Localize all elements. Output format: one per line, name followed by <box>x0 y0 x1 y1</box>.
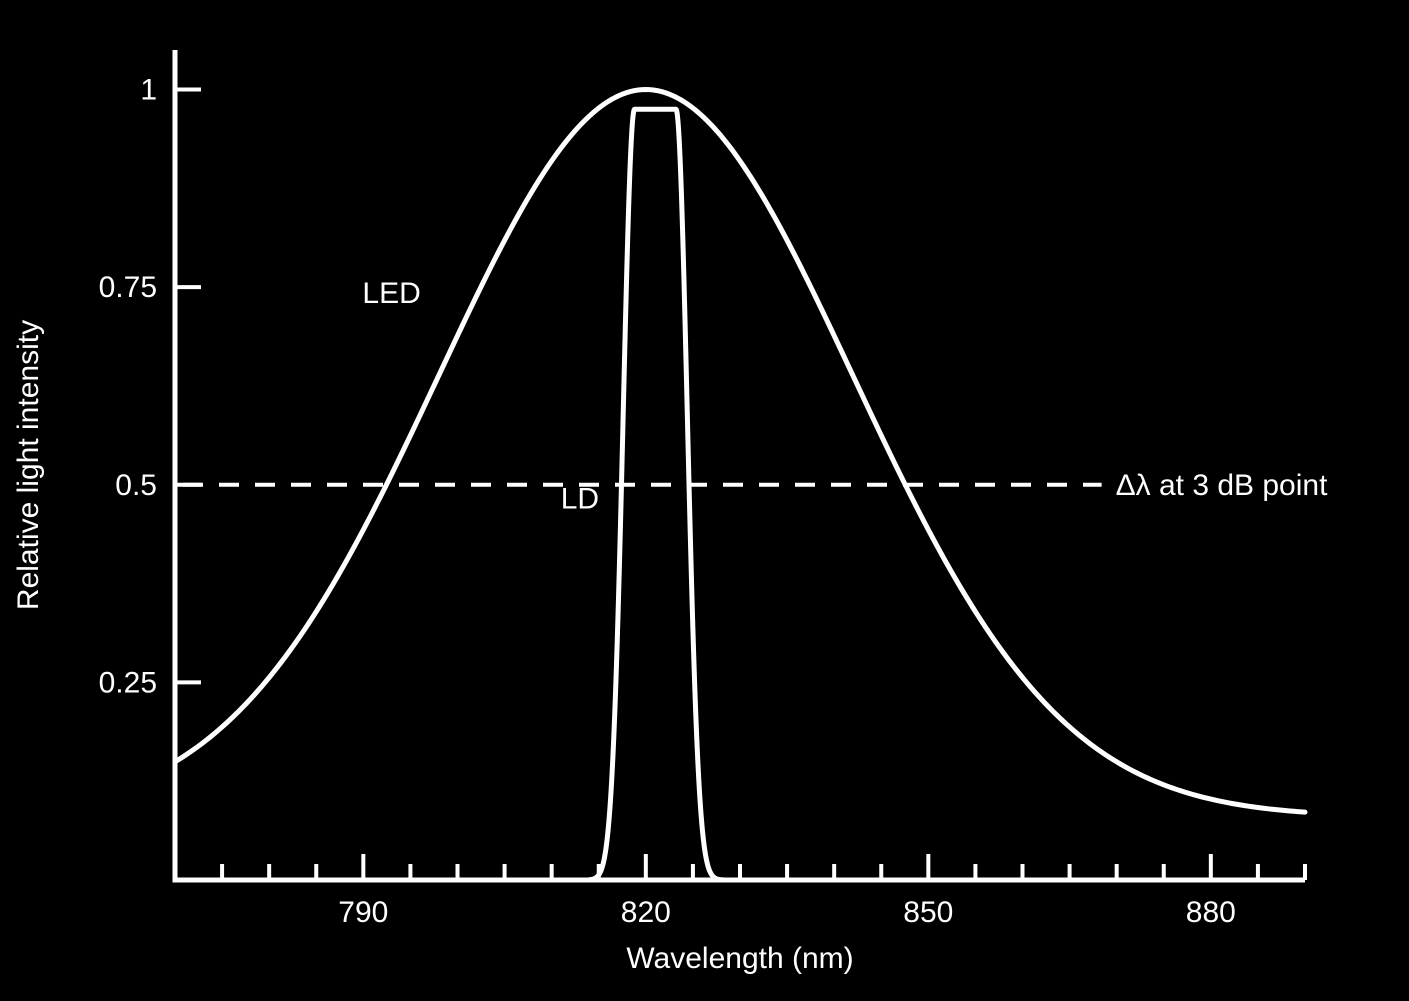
y-tick-label: 0.5 <box>115 469 157 502</box>
reference-line-label: Δλ at 3 dB point <box>1116 469 1328 502</box>
x-tick-label: 790 <box>338 896 388 929</box>
series-label-led: LED <box>362 277 420 310</box>
y-tick-label: 1 <box>140 74 157 107</box>
x-axis-label: Wavelength (nm) <box>626 942 853 975</box>
y-tick-label: 0.75 <box>99 271 157 304</box>
y-axis-label: Relative light intensity <box>12 320 45 610</box>
x-tick-label: 820 <box>621 896 671 929</box>
y-tick-label: 0.25 <box>99 666 157 699</box>
spectral-chart: 790 820 850 880 Wavelength (nm) 0.25 0.5 0.75 1 R… <box>0 0 1409 1001</box>
x-tick-label: 850 <box>903 896 953 929</box>
chart-svg: 790 820 850 880 Wavelength (nm) 0.25 0.5 0.75 1 R… <box>0 0 1409 1001</box>
series-label-ld: LD <box>561 482 599 515</box>
x-tick-label: 880 <box>1186 896 1236 929</box>
